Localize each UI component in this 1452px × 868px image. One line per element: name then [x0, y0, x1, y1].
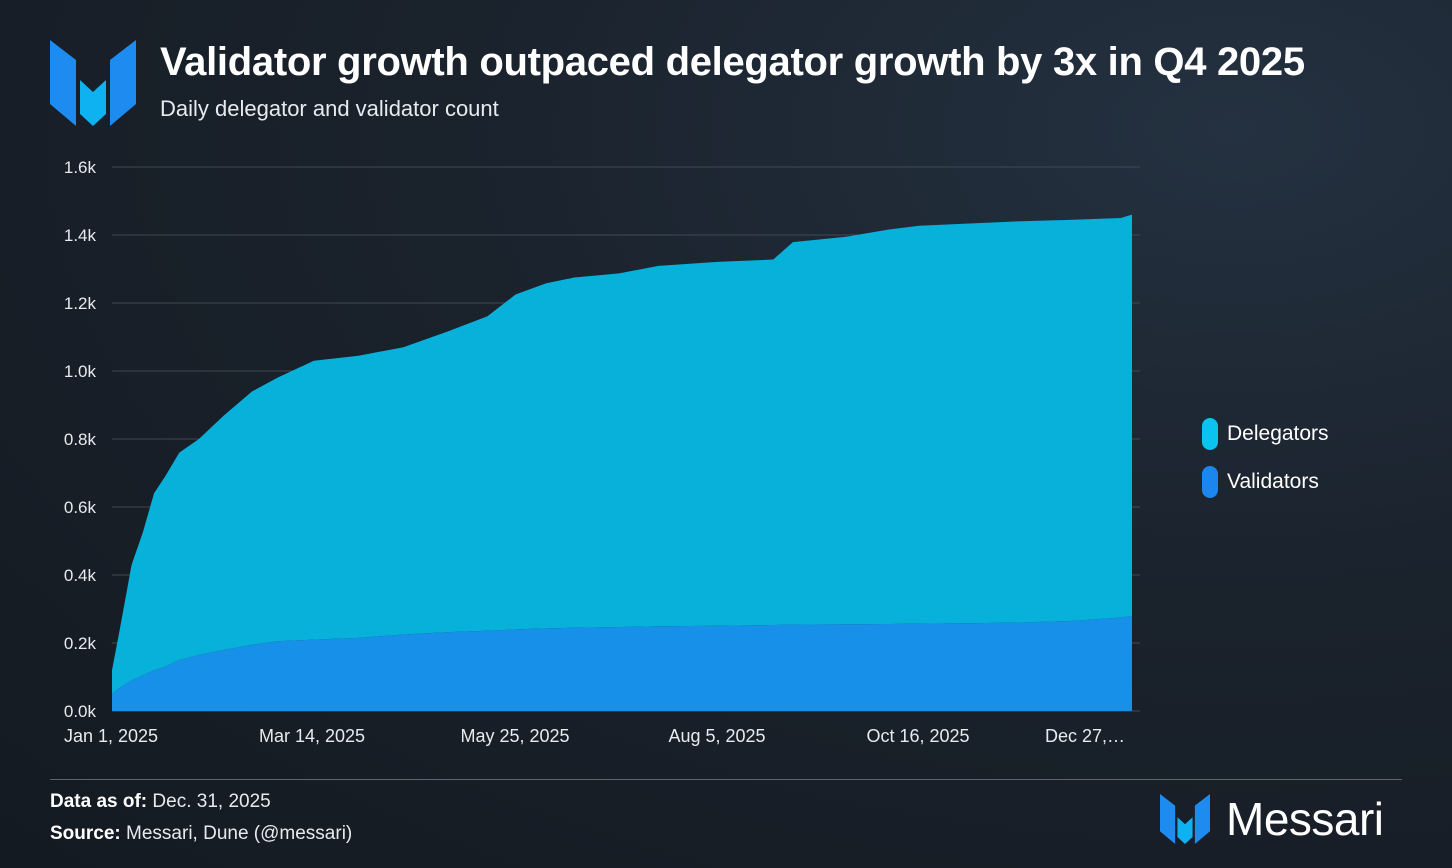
area-validators	[112, 615, 1132, 711]
y-tick-label: 0.8k	[64, 430, 97, 449]
source-value: Messari, Dune (@messari)	[120, 823, 353, 844]
legend-swatch-delegators	[1202, 418, 1218, 450]
messari-logo-icon	[1160, 794, 1210, 844]
y-tick-label: 0.6k	[64, 498, 97, 517]
y-axis: 0.0k 0.2k 0.4k 0.6k 0.8k 1.0k 1.2k 1.4k 1.6k	[64, 158, 97, 721]
y-tick-label: 1.2k	[64, 294, 97, 313]
brand-name: Messari	[1226, 793, 1384, 845]
y-tick-label: 1.6k	[64, 158, 97, 177]
chart-title: Validator growth outpaced delegator grow…	[160, 40, 1305, 84]
data-as-of-label: Data as of:	[50, 791, 148, 812]
footer-divider	[50, 779, 1402, 780]
y-tick-label: 0.2k	[64, 634, 97, 653]
x-tick-label: Dec 27,…	[1045, 726, 1125, 746]
x-tick-label: Aug 5, 2025	[668, 726, 765, 746]
y-tick-label: 0.0k	[64, 702, 97, 721]
x-tick-label: May 25, 2025	[460, 726, 569, 746]
legend: Delegators Validators	[1202, 418, 1329, 514]
x-tick-label: Jan 1, 2025	[64, 726, 158, 746]
chart-subtitle: Daily delegator and validator count	[160, 96, 499, 121]
legend-item-validators[interactable]: Validators	[1202, 466, 1329, 498]
y-tick-label: 1.0k	[64, 362, 97, 381]
data-as-of: Data as of: Dec. 31, 2025	[50, 791, 271, 813]
source-line: Source: Messari, Dune (@messari)	[50, 823, 352, 845]
messari-logo-icon	[50, 40, 136, 126]
legend-label: Validators	[1227, 470, 1319, 493]
source-label: Source:	[50, 823, 121, 844]
legend-label: Delegators	[1227, 422, 1329, 445]
chart-areas	[112, 214, 1132, 711]
y-tick-label: 0.4k	[64, 566, 97, 585]
data-as-of-value: Dec. 31, 2025	[147, 791, 271, 812]
area-delegators	[112, 214, 1132, 694]
brand-logo: Messari	[1160, 792, 1384, 846]
x-axis: Jan 1, 2025 Mar 14, 2025 May 25, 2025 Aug 5…	[64, 726, 1125, 746]
x-tick-label: Mar 14, 2025	[259, 726, 365, 746]
y-tick-label: 1.4k	[64, 226, 97, 245]
legend-swatch-validators	[1202, 466, 1218, 498]
x-tick-label: Oct 16, 2025	[866, 726, 969, 746]
legend-item-delegators[interactable]: Delegators	[1202, 418, 1329, 450]
